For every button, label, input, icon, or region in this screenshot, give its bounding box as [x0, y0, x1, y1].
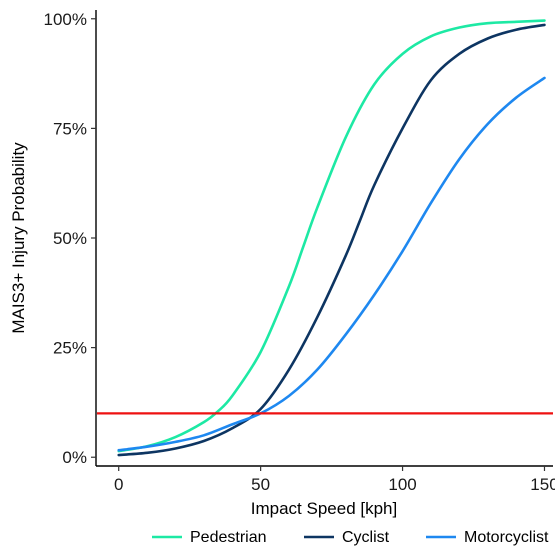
plot-area: [97, 19, 553, 457]
x-tick-label: 50: [251, 475, 270, 494]
legend-label-motorcyclist: Motorcyclist: [464, 529, 549, 546]
y-tick-label: 100%: [44, 10, 87, 29]
x-tick-label: 100: [388, 475, 416, 494]
x-axis-title: Impact Speed [kph]: [251, 499, 397, 518]
y-axis-title: MAIS3+ Injury Probability: [9, 142, 28, 334]
axes: [95, 10, 553, 467]
y-tick-label: 25%: [53, 339, 87, 358]
legend-label-cyclist: Cyclist: [342, 529, 390, 546]
series-line-motorcyclist: [117, 76, 546, 452]
x-tick-label: 150: [530, 475, 555, 494]
legend-label-pedestrian: Pedestrian: [190, 529, 267, 546]
series-line-pedestrian: [117, 19, 546, 453]
series-line-cyclist: [117, 23, 546, 457]
y-tick-label: 75%: [53, 119, 87, 138]
y-tick-label: 50%: [53, 229, 87, 248]
y-tick-label: 0%: [62, 448, 87, 467]
legend: Pedestrian Cyclist Motorcyclist: [152, 529, 549, 546]
x-tick-label: 0: [114, 475, 123, 494]
ticks: 0 50 100 150 0% 25% 50% 75% 100%: [44, 10, 555, 494]
